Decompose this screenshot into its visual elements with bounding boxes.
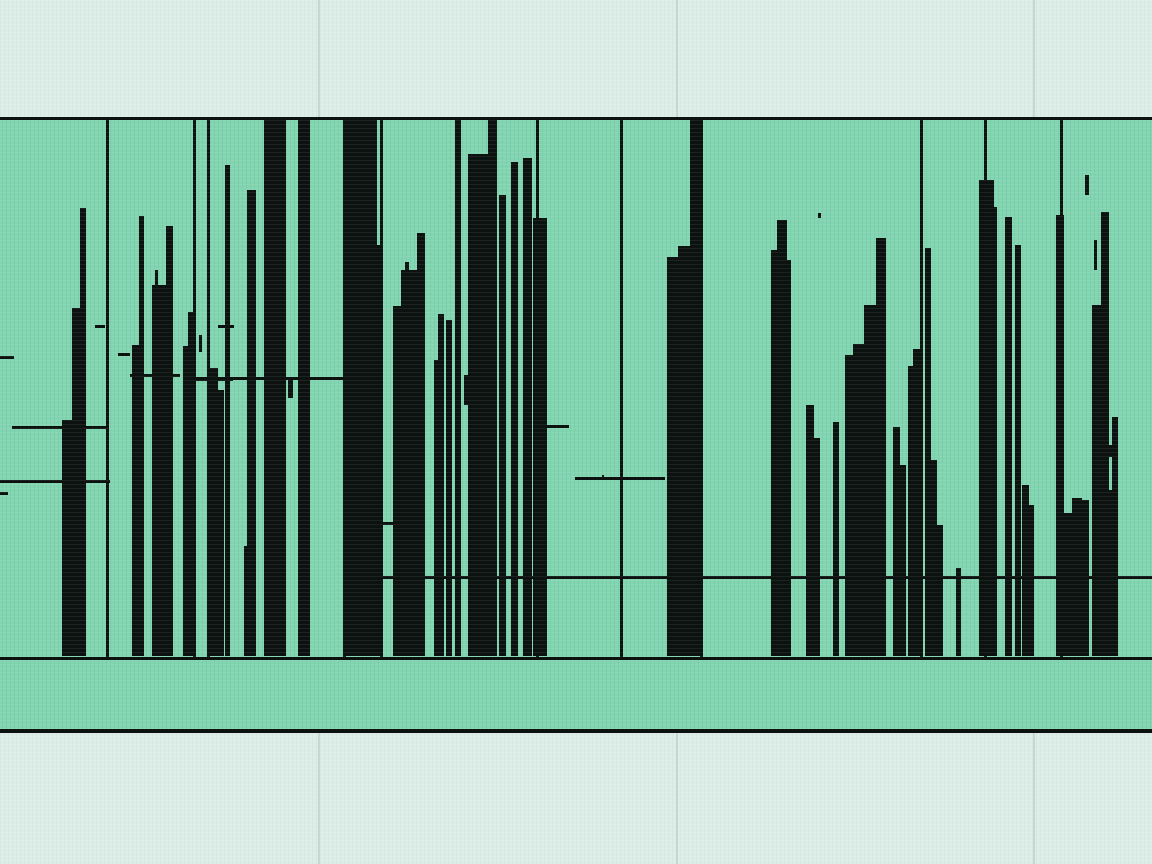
audio-clip[interactable] <box>0 117 1152 733</box>
waveform-divider-line <box>193 120 196 660</box>
waveform-peak-bar <box>417 233 425 656</box>
waveform-peak-bar <box>930 460 937 656</box>
audio-clip-footer[interactable] <box>0 660 1152 729</box>
waveform-peak-bar <box>1064 513 1072 656</box>
waveform-peak-bar <box>908 366 916 656</box>
waveform-peak-bar <box>468 154 489 656</box>
waveform-peak-bar <box>900 465 906 656</box>
waveform-peak-bar <box>216 390 224 656</box>
waveform-peak-bar <box>152 285 167 656</box>
waveform-peak-bar <box>139 216 144 656</box>
waveform-peak-bar <box>1081 500 1089 656</box>
waveform-peak-bar <box>1112 417 1118 656</box>
waveform-peak-bar <box>1027 505 1034 656</box>
waveform-peak-bar <box>893 427 900 656</box>
waveform-peak-bar <box>80 208 86 656</box>
waveform-peak-bar <box>876 238 886 656</box>
waveform-peak-bar <box>438 314 444 656</box>
waveform-peak-bar <box>247 190 256 656</box>
waveform-peak-bar <box>455 120 461 656</box>
waveform-peak-bar <box>62 420 72 656</box>
waveform-peak-bar <box>956 568 961 656</box>
waveform-pixel-noise <box>199 335 202 352</box>
waveform-peak-bar <box>499 195 506 656</box>
waveform-peak-bar <box>166 226 173 656</box>
waveform-marker-segment <box>12 426 108 429</box>
waveform-peak-bar <box>183 346 189 656</box>
waveform-peak-bar <box>771 250 778 656</box>
waveform-peak-bar <box>845 355 854 656</box>
waveform-peak-bar <box>853 344 865 656</box>
waveform-peak-bar <box>533 218 547 656</box>
waveform-peak-bar <box>1022 485 1029 656</box>
waveform-peak-bar <box>833 422 839 656</box>
audio-waveform <box>0 120 1152 660</box>
waveform-peak-bar <box>401 270 419 656</box>
waveform-marker-segment <box>0 356 14 359</box>
waveform-pixel-noise <box>1085 175 1089 195</box>
waveform-peak-bar <box>925 248 931 656</box>
waveform-peak-bar <box>1056 215 1064 656</box>
waveform-peak-bar <box>777 220 787 656</box>
waveform-peak-bar <box>225 165 230 656</box>
waveform-svg <box>0 120 1152 660</box>
waveform-pixel-noise <box>370 246 373 261</box>
waveform-peak-bar <box>264 120 286 656</box>
waveform-pixel-noise <box>464 375 468 405</box>
waveform-peak-bar <box>393 306 402 656</box>
waveform-divider-line <box>620 120 623 660</box>
waveform-pixel-noise <box>288 378 293 398</box>
waveform-peak-bar <box>806 405 814 656</box>
waveform-peak-bar <box>695 140 703 656</box>
waveform-peak-bar <box>1015 245 1021 656</box>
waveform-marker-segment <box>545 425 569 428</box>
waveform-marker-segment <box>575 477 665 480</box>
waveform-pixel-noise <box>1108 445 1113 457</box>
waveform-peak-bar <box>376 245 380 656</box>
waveform-marker-segment <box>375 576 1152 579</box>
waveform-peak-bar <box>814 438 820 656</box>
waveform-marker-segment <box>95 325 105 328</box>
waveform-divider-line <box>380 120 383 660</box>
waveform-peak-bar <box>511 162 518 656</box>
waveform-peak-bar <box>1092 305 1101 656</box>
waveform-divider-line <box>106 120 109 660</box>
waveform-pixel-noise <box>602 475 604 480</box>
waveform-pixel-noise <box>818 213 821 218</box>
waveform-peak-bar <box>936 525 943 656</box>
waveform-peak-bar <box>786 260 791 656</box>
waveform-peak-bar <box>350 120 377 656</box>
waveform-pixel-noise <box>1094 240 1097 270</box>
waveform-peak-bar <box>667 257 678 656</box>
waveform-marker-segment <box>0 492 8 495</box>
waveform-bars <box>62 120 1118 656</box>
waveform-peak-bar <box>434 360 439 656</box>
waveform-peak-bar <box>1072 498 1082 656</box>
waveform-peak-bar <box>207 368 218 656</box>
waveform-peak-bar <box>1005 217 1012 656</box>
waveform-pixel-noise <box>155 270 158 290</box>
waveform-peak-bar <box>298 120 310 656</box>
waveform-peak-bar <box>188 312 193 656</box>
waveform-peak-bar <box>989 207 997 656</box>
waveform-peak-bar <box>523 158 532 656</box>
waveform-peak-bar <box>1101 212 1109 656</box>
waveform-peak-bar <box>132 345 140 656</box>
waveform-marker-segment <box>0 480 110 483</box>
waveform-marker-segment <box>118 353 130 356</box>
waveform-peak-bar <box>72 308 80 656</box>
waveform-pixel-noise <box>405 262 409 274</box>
waveform-peak-bar <box>446 320 452 656</box>
waveform-peak-bar <box>913 349 922 656</box>
waveform-peak-bar <box>488 120 497 656</box>
